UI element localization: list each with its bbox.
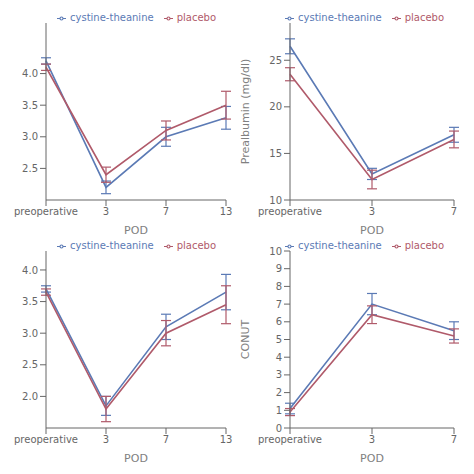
svg-text:4: 4 <box>276 352 282 363</box>
svg-text:20: 20 <box>269 101 282 112</box>
svg-text:0: 0 <box>276 423 282 434</box>
svg-text:2.5: 2.5 <box>22 359 38 370</box>
svg-text:2.0: 2.0 <box>22 391 38 402</box>
svg-text:6: 6 <box>276 316 282 327</box>
svg-text:15: 15 <box>269 148 282 159</box>
svg-text:3: 3 <box>369 206 375 217</box>
svg-text:13: 13 <box>220 206 233 217</box>
svg-text:5: 5 <box>276 334 282 345</box>
svg-text:2.5: 2.5 <box>22 163 38 174</box>
svg-text:25: 25 <box>269 55 282 66</box>
svg-text:POD: POD <box>360 452 384 464</box>
svg-text:3: 3 <box>103 434 109 445</box>
svg-text:POD: POD <box>124 224 148 236</box>
html-text:placebo: placebo <box>176 240 216 251</box>
svg-text:8: 8 <box>276 281 282 292</box>
svg-text:3: 3 <box>369 434 375 445</box>
svg-text:10: 10 <box>269 246 282 257</box>
svg-text:POD: POD <box>124 452 148 464</box>
svg-text:3.0: 3.0 <box>22 328 38 339</box>
svg-text:7: 7 <box>163 206 169 217</box>
svg-text:13: 13 <box>220 434 233 445</box>
svg-text:9: 9 <box>276 263 282 274</box>
html-text:cystine-theanine: cystine-theanine <box>298 12 382 23</box>
svg-text:Prealbumin (mg/dl): Prealbumin (mg/dl) <box>239 59 252 165</box>
svg-text:7: 7 <box>451 206 457 217</box>
svg-text:3.5: 3.5 <box>22 296 38 307</box>
svg-text:7: 7 <box>451 434 457 445</box>
svg-text:3: 3 <box>276 369 282 380</box>
html-text:placebo: placebo <box>176 12 216 23</box>
html-text:cystine-theanine: cystine-theanine <box>70 12 154 23</box>
svg-text:7: 7 <box>163 434 169 445</box>
svg-text:preoperative: preoperative <box>258 206 322 217</box>
svg-text:3.5: 3.5 <box>22 100 38 111</box>
svg-text:7: 7 <box>276 299 282 310</box>
html-text:placebo: placebo <box>404 12 444 23</box>
svg-text:3: 3 <box>103 206 109 217</box>
svg-text:CONUT: CONUT <box>239 320 252 360</box>
svg-text:1: 1 <box>276 405 282 416</box>
html-text:cystine-theanine: cystine-theanine <box>70 240 154 251</box>
svg-text:2: 2 <box>276 387 282 398</box>
svg-text:preoperative: preoperative <box>14 206 78 217</box>
svg-text:4.0: 4.0 <box>22 265 38 276</box>
svg-text:POD: POD <box>360 224 384 236</box>
svg-text:3.0: 3.0 <box>22 131 38 142</box>
svg-text:preoperative: preoperative <box>14 434 78 445</box>
svg-text:10: 10 <box>269 195 282 206</box>
html-text:cystine-theanine: cystine-theanine <box>298 240 382 251</box>
svg-text:preoperative: preoperative <box>258 434 322 445</box>
svg-text:4.0: 4.0 <box>22 68 38 79</box>
html-text:placebo: placebo <box>404 240 444 251</box>
